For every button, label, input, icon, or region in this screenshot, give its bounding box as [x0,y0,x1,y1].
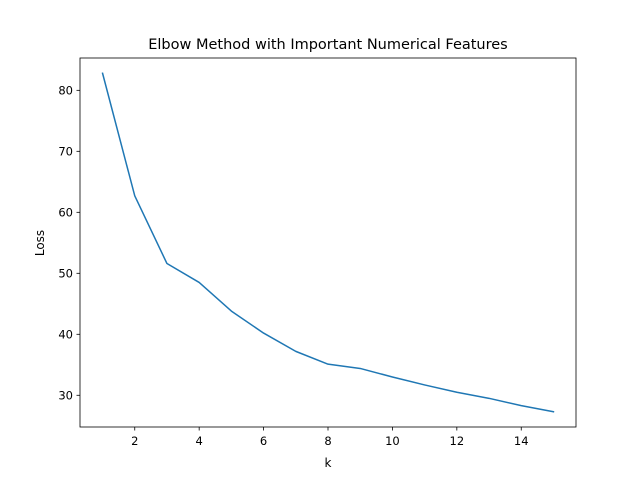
y-axis-ticks: 30 40 50 60 70 80 [58,83,80,402]
x-tick-label: 2 [131,434,138,448]
y-tick-label: 60 [58,205,73,219]
series-layer [101,72,555,413]
y-tick-label: 70 [58,144,73,158]
x-tick-label: 8 [324,434,331,448]
y-tick-label: 40 [58,327,73,341]
chart-title: Elbow Method with Important Numerical Fe… [148,37,508,53]
plot-frame [79,57,577,428]
y-tick-label: 30 [58,388,73,402]
x-tick-label: 10 [385,434,400,448]
y-axis-label: Loss [33,230,47,256]
x-tick-label: 4 [196,434,203,448]
y-tick-label: 50 [58,266,73,280]
x-axis-ticks: 2 4 6 8 10 12 14 [131,427,529,448]
y-tick-label: 80 [58,83,73,97]
x-tick-label: 12 [450,434,465,448]
x-axis-label: k [325,456,332,470]
x-tick-label: 14 [514,434,529,448]
x-tick-label: 6 [260,434,267,448]
